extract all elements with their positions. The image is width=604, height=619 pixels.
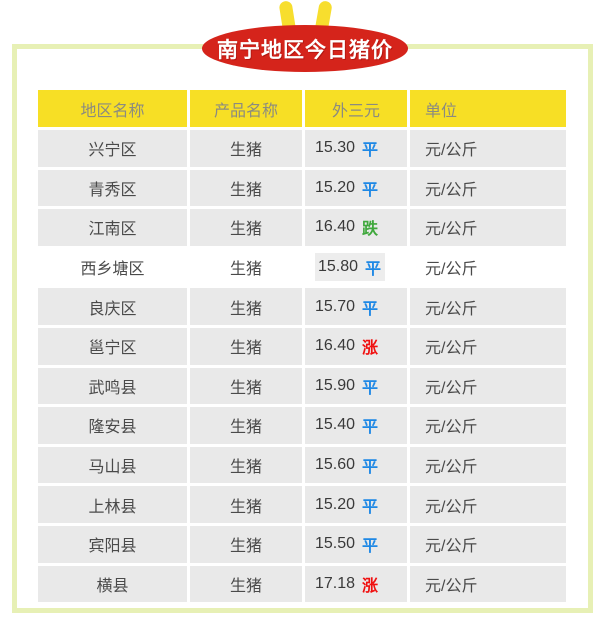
product-cell: 生猪 bbox=[190, 565, 302, 603]
price-value: 15.60 平 bbox=[315, 453, 378, 477]
product-cell: 生猪 bbox=[190, 169, 302, 207]
price-value: 15.20 平 bbox=[315, 176, 378, 200]
unit-cell: 元/公斤 bbox=[410, 169, 566, 207]
unit-cell: 元/公斤 bbox=[410, 407, 566, 444]
price-cell: 15.50 平 bbox=[305, 525, 407, 563]
region-cell: 兴宁区 bbox=[38, 130, 187, 167]
unit-cell: 元/公斤 bbox=[410, 288, 566, 325]
unit-cell: 元/公斤 bbox=[410, 248, 566, 286]
trend-indicator: 平 bbox=[365, 261, 382, 279]
price-value: 15.70 平 bbox=[315, 295, 378, 319]
region-cell: 横县 bbox=[38, 565, 187, 603]
price-value: 15.90 平 bbox=[315, 374, 378, 398]
price-cell: 15.40 平 bbox=[305, 407, 407, 444]
region-cell: 青秀区 bbox=[38, 169, 187, 207]
price-cell: 15.20 平 bbox=[305, 169, 407, 207]
unit-cell: 元/公斤 bbox=[410, 327, 566, 365]
header-product: 产品名称 bbox=[190, 90, 302, 127]
trend-indicator: 涨 bbox=[362, 577, 379, 595]
page-title: 南宁地区今日猪价 bbox=[217, 38, 393, 62]
product-cell: 生猪 bbox=[190, 367, 302, 405]
unit-cell: 元/公斤 bbox=[410, 565, 566, 603]
region-cell: 上林县 bbox=[38, 486, 187, 523]
price-value: 17.18 涨 bbox=[315, 572, 378, 596]
unit-cell: 元/公斤 bbox=[410, 525, 566, 563]
product-cell: 生猪 bbox=[190, 248, 302, 286]
unit-cell: 元/公斤 bbox=[410, 130, 566, 167]
price-value: 15.20 平 bbox=[315, 493, 378, 517]
trend-indicator: 平 bbox=[362, 300, 379, 318]
trend-indicator: 平 bbox=[362, 181, 379, 199]
price-value: 15.30 平 bbox=[315, 136, 378, 160]
region-cell: 良庆区 bbox=[38, 288, 187, 325]
price-cell: 15.60 平 bbox=[305, 446, 407, 484]
product-cell: 生猪 bbox=[190, 209, 302, 246]
region-cell: 武鸣县 bbox=[38, 367, 187, 405]
unit-cell: 元/公斤 bbox=[410, 367, 566, 405]
product-cell: 生猪 bbox=[190, 130, 302, 167]
unit-cell: 元/公斤 bbox=[410, 209, 566, 246]
price-value: 15.80 平 bbox=[315, 253, 386, 282]
trend-indicator: 平 bbox=[362, 498, 379, 516]
region-cell: 江南区 bbox=[38, 209, 187, 246]
unit-cell: 元/公斤 bbox=[410, 486, 566, 523]
header-region: 地区名称 bbox=[38, 90, 187, 127]
price-table: 地区名称 产品名称 外三元 单位 兴宁区 生猪 15.30 平元/公斤 青秀区 生猪 15.… bbox=[38, 90, 566, 603]
region-cell: 宾阳县 bbox=[38, 525, 187, 563]
header-price: 外三元 bbox=[305, 90, 407, 127]
price-cell: 15.20 平 bbox=[305, 486, 407, 523]
price-cell: 16.40 涨 bbox=[305, 327, 407, 365]
region-cell: 西乡塘区 bbox=[38, 248, 187, 286]
price-cell: 15.90 平 bbox=[305, 367, 407, 405]
region-cell: 邕宁区 bbox=[38, 327, 187, 365]
price-cell: 17.18 涨 bbox=[305, 565, 407, 603]
product-cell: 生猪 bbox=[190, 525, 302, 563]
region-cell: 隆安县 bbox=[38, 407, 187, 444]
trend-indicator: 跌 bbox=[362, 221, 379, 239]
price-cell: 15.30 平 bbox=[305, 130, 407, 167]
product-cell: 生猪 bbox=[190, 288, 302, 325]
trend-indicator: 平 bbox=[362, 142, 379, 160]
unit-cell: 元/公斤 bbox=[410, 446, 566, 484]
title-badge: 南宁地区今日猪价 bbox=[202, 25, 408, 72]
price-value: 16.40 涨 bbox=[315, 334, 378, 358]
trend-indicator: 涨 bbox=[362, 340, 379, 358]
trend-indicator: 平 bbox=[362, 459, 379, 477]
product-cell: 生猪 bbox=[190, 446, 302, 484]
price-value: 15.40 平 bbox=[315, 413, 378, 437]
trend-indicator: 平 bbox=[362, 419, 379, 437]
product-cell: 生猪 bbox=[190, 327, 302, 365]
trend-indicator: 平 bbox=[362, 379, 379, 397]
price-cell: 15.80 平 bbox=[305, 248, 407, 286]
region-cell: 马山县 bbox=[38, 446, 187, 484]
price-value: 16.40 跌 bbox=[315, 215, 378, 239]
header-unit: 单位 bbox=[410, 90, 566, 127]
price-value: 15.50 平 bbox=[315, 532, 378, 556]
product-cell: 生猪 bbox=[190, 486, 302, 523]
price-cell: 16.40 跌 bbox=[305, 209, 407, 246]
product-cell: 生猪 bbox=[190, 407, 302, 444]
trend-indicator: 平 bbox=[362, 538, 379, 556]
price-cell: 15.70 平 bbox=[305, 288, 407, 325]
